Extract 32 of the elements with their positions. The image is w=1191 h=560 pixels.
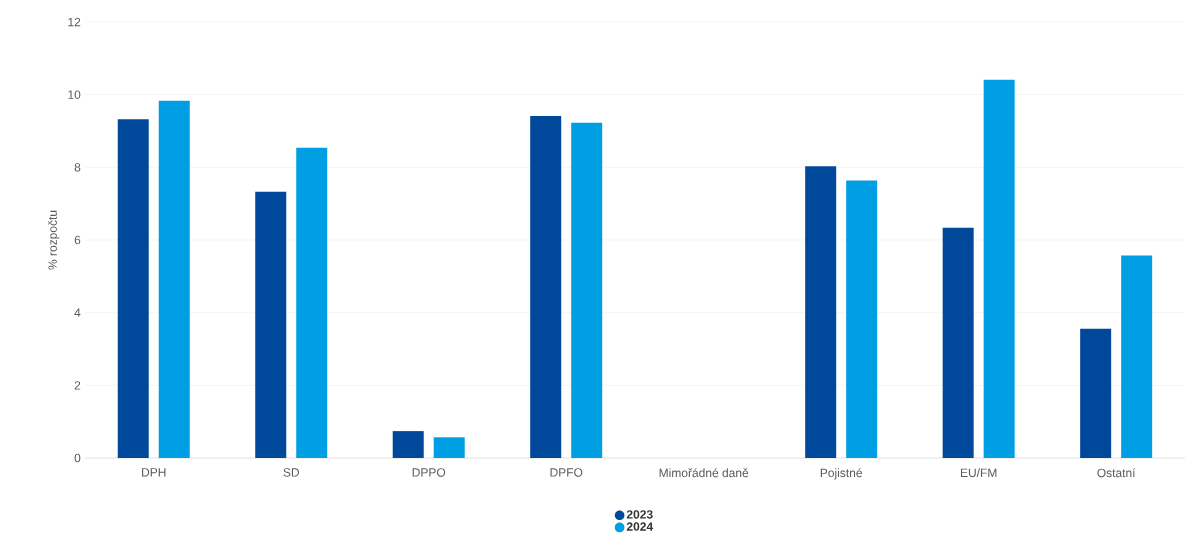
y-tick-label: 0 xyxy=(74,453,81,463)
x-tick-label: EU/FM xyxy=(960,468,997,478)
legend-label: 2023 xyxy=(626,510,653,519)
bar xyxy=(392,431,424,458)
bar xyxy=(530,116,562,458)
x-tick-label: DPPO xyxy=(412,468,446,477)
bar xyxy=(805,166,837,458)
bar xyxy=(433,437,465,458)
bar xyxy=(296,147,328,458)
x-tick-label: DPH xyxy=(142,468,166,477)
bar xyxy=(158,100,190,458)
y-tick-label: 8 xyxy=(74,163,81,172)
y-tick-label: 4 xyxy=(74,308,81,317)
x-tick-label: Pojistné xyxy=(820,468,862,480)
bar xyxy=(1121,255,1153,458)
bar xyxy=(571,122,603,458)
bar xyxy=(1080,328,1112,458)
legend-label: 2024 xyxy=(626,522,654,531)
x-tick-label: Mimořádné daně xyxy=(659,468,749,478)
x-tick-label: SD xyxy=(283,468,299,477)
y-tick-label: 2 xyxy=(74,381,81,390)
bar xyxy=(846,180,878,458)
bar xyxy=(942,227,974,458)
y-tick-label: 10 xyxy=(68,90,81,99)
bar xyxy=(255,191,287,458)
y-tick-label: 6 xyxy=(74,235,81,245)
y-axis-title: % rozpočtu xyxy=(48,210,60,270)
y-tick-label: 12 xyxy=(68,17,81,27)
x-tick-label: Ostatní xyxy=(1097,468,1136,478)
bar xyxy=(117,119,149,458)
bar xyxy=(983,79,1015,458)
x-tick-label: DPFO xyxy=(550,468,583,477)
